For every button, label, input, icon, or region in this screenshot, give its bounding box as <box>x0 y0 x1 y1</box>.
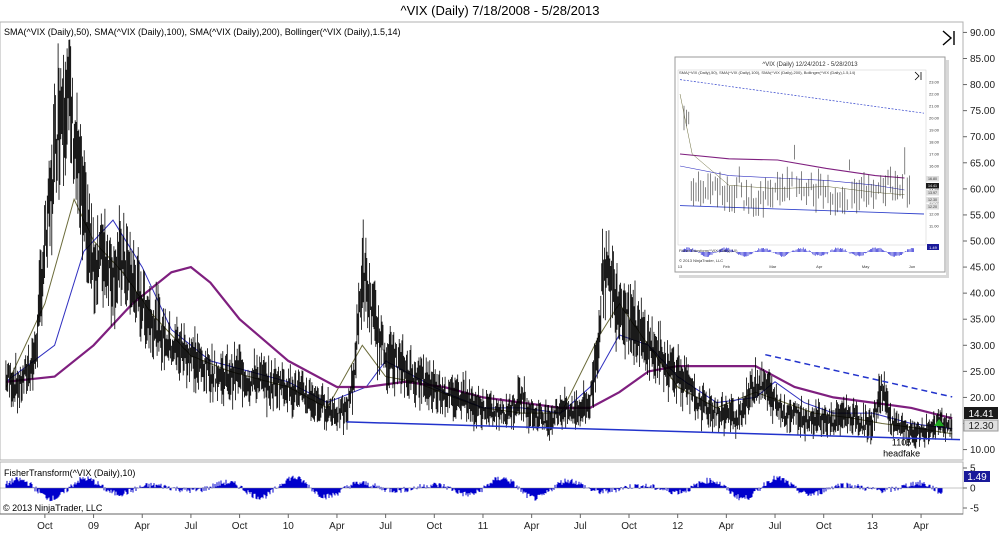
inset-x-tick: 13 <box>678 264 683 269</box>
x-tick-label: Apr <box>134 521 150 532</box>
inset-y-tick: 11.00 <box>929 224 939 229</box>
y-tick-label: 40.00 <box>970 289 995 300</box>
y-tick-label: 10.00 <box>970 445 995 456</box>
inset-price-label: 16.80 <box>928 177 937 181</box>
inset-osc-value: 1.49 <box>927 244 939 250</box>
x-tick-label: 09 <box>88 521 100 532</box>
inset-y-tick: 20.00 <box>929 116 940 121</box>
oscillator-label: FisherTransform(^VIX (Daily),10) <box>4 468 135 478</box>
y-tick-label: 65.00 <box>970 158 995 169</box>
svg-text:1.49: 1.49 <box>929 245 938 250</box>
trendlines <box>346 353 961 441</box>
y-tick-label: 25.00 <box>970 367 995 378</box>
inset-chart: ^VIX (Daily) 12/24/2012 - 5/28/2013 SMA(… <box>674 56 949 278</box>
y-tick-label: 85.00 <box>970 54 995 65</box>
chart-title: ^VIX (Daily) 7/18/2008 - 5/28/2013 <box>400 3 599 18</box>
series-vix-bars <box>5 39 953 449</box>
annotation-headfake: headfake <box>883 448 920 458</box>
osc-tick-label: 5 <box>970 464 976 475</box>
y-tick-label: 30.00 <box>970 341 995 352</box>
inset-y-tick: 16.00 <box>929 164 940 169</box>
svg-text:1.49: 1.49 <box>967 472 987 483</box>
panel-toggle-icon[interactable] <box>942 30 955 46</box>
inset-title: ^VIX (Daily) 12/24/2012 - 5/28/2013 <box>762 62 858 68</box>
y-tick-label: 55.00 <box>970 210 995 221</box>
inset-x-tick: May <box>862 264 870 269</box>
x-tick-label: Oct <box>427 521 443 532</box>
osc-tick-label: 0 <box>970 484 976 495</box>
inset-x-tick: Jun <box>909 264 915 269</box>
y-tick-label: 20.00 <box>970 393 995 404</box>
oscillator-histogram <box>0 475 963 502</box>
x-tick-label: Oct <box>232 521 248 532</box>
trendline-support <box>346 421 961 441</box>
annotation-1105: 1105 <box>892 437 911 447</box>
x-tick-label: Apr <box>719 521 735 532</box>
inset-y-tick: 23.00 <box>929 80 940 85</box>
svg-text:12.30: 12.30 <box>968 421 993 432</box>
x-tick-label: 13 <box>867 521 879 532</box>
x-axis: Oct 09 Apr Jul Oct 10 Apr Jul Oct 11 Apr Jul Oct 12 Ap… <box>37 514 930 532</box>
inset-osc-label: FisherTransform(^VIX (Daily),10) <box>679 248 738 253</box>
x-tick-label: 11 <box>478 521 489 532</box>
inset-price-label: 12.20 <box>928 205 937 209</box>
x-tick-label: Oct <box>621 521 637 532</box>
x-tick-label: Oct <box>816 521 832 532</box>
y-tick-label: 75.00 <box>970 106 995 117</box>
inset-x-tick: Feb <box>723 264 731 269</box>
y-tick-label: 35.00 <box>970 315 995 326</box>
y-tick-label: 50.00 <box>970 237 995 248</box>
y-tick-label: 60.00 <box>970 184 995 195</box>
oscillator-value-badge: 1.49 <box>964 471 990 483</box>
oscillator-axis: 5 0 -5 <box>963 464 979 515</box>
x-tick-label: Apr <box>913 521 929 532</box>
inset-x-tick: Apr <box>816 264 823 269</box>
inset-toggle-icon <box>914 71 922 81</box>
x-tick-label: Jul <box>185 521 198 532</box>
inset-price-label: 14.41 <box>928 184 937 188</box>
x-tick-label: 12 <box>672 521 684 532</box>
inset-y-tick: 18.00 <box>929 140 940 145</box>
series-sma-200 <box>5 265 953 420</box>
inset-y-tick: 22.00 <box>929 92 940 97</box>
svg-text:14.41: 14.41 <box>968 409 993 420</box>
osc-tick-label: -5 <box>970 504 979 515</box>
x-tick-label: Oct <box>37 521 53 532</box>
series-layer <box>5 39 953 449</box>
inset-copyright: © 2013 NinjaTrader, LLC <box>679 258 723 263</box>
inset-x-tick: Mar <box>769 264 777 269</box>
y-axis: 90.00 85.00 80.00 75.00 70.00 65.00 60.00 55.00… <box>963 28 995 456</box>
inset-price-label: 12.30 <box>928 198 937 202</box>
inset-y-tick: 17.00 <box>929 152 940 157</box>
inset-y-tick: 19.00 <box>929 128 940 133</box>
y-tick-label: 70.00 <box>970 132 995 143</box>
last-price-badge: 14.41 <box>964 407 998 420</box>
inset-y-tick: 21.00 <box>929 104 940 109</box>
inset-price-label: 13.97 <box>928 191 937 195</box>
y-tick-label: 45.00 <box>970 263 995 274</box>
second-price-badge: 12.30 <box>963 419 999 432</box>
y-tick-label: 90.00 <box>970 28 995 39</box>
x-tick-label: Jul <box>379 521 392 532</box>
y-tick-label: 80.00 <box>970 80 995 91</box>
x-tick-label: Jul <box>769 521 782 532</box>
x-tick-label: Jul <box>574 521 587 532</box>
inset-y-tick: 12.00 <box>929 212 940 217</box>
trendline-resistance <box>765 353 953 398</box>
x-tick-label: 10 <box>283 521 295 532</box>
signal-triangle <box>934 419 944 426</box>
copyright: © 2013 NinjaTrader, LLC <box>3 503 103 513</box>
indicators-label: SMA(^VIX (Daily),50), SMA(^VIX (Daily),1… <box>4 27 401 37</box>
x-tick-label: Apr <box>524 521 540 532</box>
inset-indicators: SMA(^VIX (Daily),50), SMA(^VIX (Daily),1… <box>679 70 856 75</box>
x-tick-label: Apr <box>329 521 345 532</box>
